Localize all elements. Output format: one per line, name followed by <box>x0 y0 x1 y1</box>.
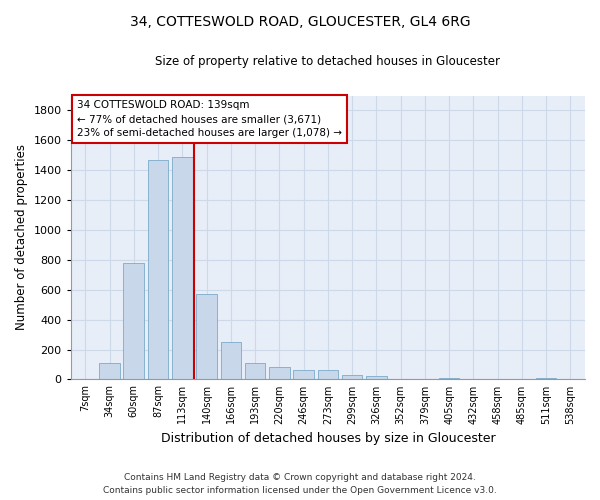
Bar <box>196 294 217 380</box>
Bar <box>269 368 290 380</box>
Bar <box>439 378 460 380</box>
Text: 34, COTTESWOLD ROAD, GLOUCESTER, GL4 6RG: 34, COTTESWOLD ROAD, GLOUCESTER, GL4 6RG <box>130 15 470 29</box>
X-axis label: Distribution of detached houses by size in Gloucester: Distribution of detached houses by size … <box>161 432 495 445</box>
Bar <box>148 160 169 380</box>
Bar <box>221 342 241 380</box>
Bar <box>245 363 265 380</box>
Title: Size of property relative to detached houses in Gloucester: Size of property relative to detached ho… <box>155 55 500 68</box>
Bar <box>317 370 338 380</box>
Text: Contains HM Land Registry data © Crown copyright and database right 2024.
Contai: Contains HM Land Registry data © Crown c… <box>103 474 497 495</box>
Bar <box>99 363 120 380</box>
Text: 34 COTTESWOLD ROAD: 139sqm
← 77% of detached houses are smaller (3,671)
23% of s: 34 COTTESWOLD ROAD: 139sqm ← 77% of deta… <box>77 100 342 138</box>
Bar <box>342 375 362 380</box>
Bar <box>391 378 411 380</box>
Y-axis label: Number of detached properties: Number of detached properties <box>15 144 28 330</box>
Bar <box>172 157 193 380</box>
Bar <box>293 370 314 380</box>
Bar <box>536 378 556 380</box>
Bar <box>366 376 386 380</box>
Bar <box>124 263 144 380</box>
